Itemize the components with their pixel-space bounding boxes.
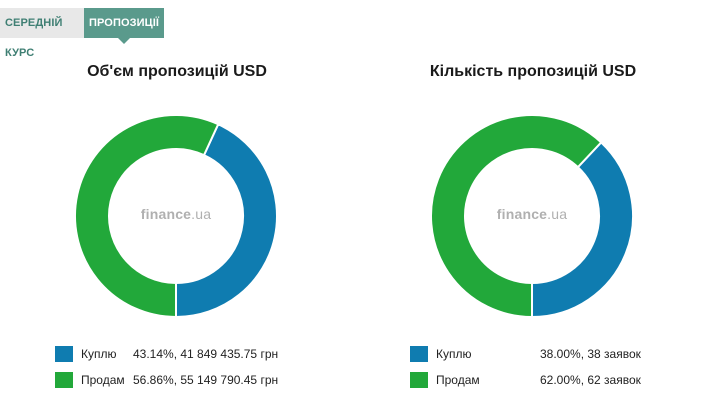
slice-buy[interactable] — [175, 122, 278, 319]
legend-label-buy: Куплю — [81, 347, 117, 361]
legend-swatch-sell — [410, 372, 428, 388]
legend-row-sell: Продам 56.86%, 55 149 790.45 грн — [55, 372, 355, 398]
tab-bar: СЕРЕДНІЙ КУРС ПРОПОЗИЦІЇ — [0, 8, 165, 59]
chart-title-volume: Об'єм пропозицій USD — [87, 63, 267, 80]
slice-sell[interactable] — [430, 114, 603, 319]
donut-chart-volume — [74, 114, 278, 319]
legend-value-sell: 62.00%, 62 заявок — [540, 373, 641, 387]
slice-sell[interactable] — [74, 114, 220, 319]
legend-label-sell: Продам — [81, 373, 125, 387]
tab-average-rate[interactable]: СЕРЕДНІЙ КУРС — [0, 8, 84, 59]
legend-swatch-sell — [55, 372, 73, 388]
legend-value-buy: 38.00%, 38 заявок — [540, 347, 641, 361]
legend-label-sell: Продам — [436, 373, 480, 387]
watermark-logo: finance.ua — [496, 206, 568, 222]
slice-buy[interactable] — [531, 140, 634, 319]
legend-swatch-buy — [55, 346, 73, 362]
legend-label-buy: Куплю — [436, 347, 472, 361]
legend-row-sell: Продам 62.00%, 62 заявок — [410, 372, 690, 398]
legend-volume: Куплю 43.14%, 41 849 435.75 грн Продам 5… — [55, 346, 355, 398]
legend-value-sell: 56.86%, 55 149 790.45 грн — [133, 373, 279, 387]
watermark-logo: finance.ua — [140, 206, 212, 222]
tab-offers[interactable]: ПРОПОЗИЦІЇ — [84, 8, 165, 44]
legend-value-buy: 43.14%, 41 849 435.75 грн — [133, 347, 279, 361]
donut-chart-count — [430, 114, 634, 319]
legend-row-buy: Куплю 43.14%, 41 849 435.75 грн — [55, 346, 355, 372]
legend-count: Куплю 38.00%, 38 заявок Продам 62.00%, 6… — [410, 346, 690, 398]
legend-swatch-buy — [410, 346, 428, 362]
legend-row-buy: Куплю 38.00%, 38 заявок — [410, 346, 690, 372]
chart-title-count: Кількість пропозицій USD — [429, 63, 637, 80]
